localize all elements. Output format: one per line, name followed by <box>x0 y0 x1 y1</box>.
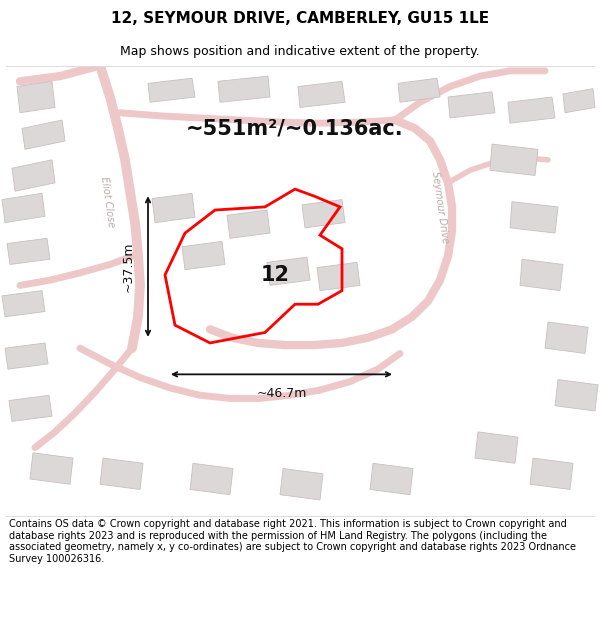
Polygon shape <box>448 92 495 118</box>
Text: 12, SEYMOUR DRIVE, CAMBERLEY, GU15 1LE: 12, SEYMOUR DRIVE, CAMBERLEY, GU15 1LE <box>111 11 489 26</box>
Polygon shape <box>398 78 440 102</box>
Text: ~46.7m: ~46.7m <box>256 387 307 399</box>
Polygon shape <box>555 379 598 411</box>
Text: Contains OS data © Crown copyright and database right 2021. This information is : Contains OS data © Crown copyright and d… <box>9 519 576 564</box>
Polygon shape <box>5 343 48 369</box>
Polygon shape <box>298 81 345 107</box>
Polygon shape <box>7 238 50 264</box>
Polygon shape <box>508 97 555 123</box>
Polygon shape <box>152 193 195 222</box>
Text: ~37.5m: ~37.5m <box>121 241 134 292</box>
Polygon shape <box>490 144 538 176</box>
Polygon shape <box>2 291 45 317</box>
Polygon shape <box>2 193 45 222</box>
Text: Seymour Drive: Seymour Drive <box>430 170 450 244</box>
Polygon shape <box>545 322 588 353</box>
Polygon shape <box>510 202 558 233</box>
Polygon shape <box>267 257 310 286</box>
Polygon shape <box>302 199 345 228</box>
Polygon shape <box>9 395 52 421</box>
Polygon shape <box>530 458 573 489</box>
Polygon shape <box>190 463 233 495</box>
Polygon shape <box>370 463 413 495</box>
Polygon shape <box>563 89 595 112</box>
Polygon shape <box>100 458 143 489</box>
Polygon shape <box>148 78 195 102</box>
Polygon shape <box>280 469 323 500</box>
Text: Map shows position and indicative extent of the property.: Map shows position and indicative extent… <box>120 45 480 58</box>
Polygon shape <box>17 81 55 112</box>
Text: Eliot Close: Eliot Close <box>100 176 116 228</box>
Polygon shape <box>227 210 270 238</box>
Polygon shape <box>182 241 225 270</box>
Polygon shape <box>30 453 73 484</box>
Polygon shape <box>475 432 518 463</box>
Text: ~551m²/~0.136ac.: ~551m²/~0.136ac. <box>186 118 404 138</box>
Polygon shape <box>218 76 270 102</box>
Text: 12: 12 <box>260 265 290 285</box>
Polygon shape <box>520 259 563 291</box>
Polygon shape <box>317 262 360 291</box>
Polygon shape <box>22 120 65 149</box>
Polygon shape <box>12 160 55 191</box>
